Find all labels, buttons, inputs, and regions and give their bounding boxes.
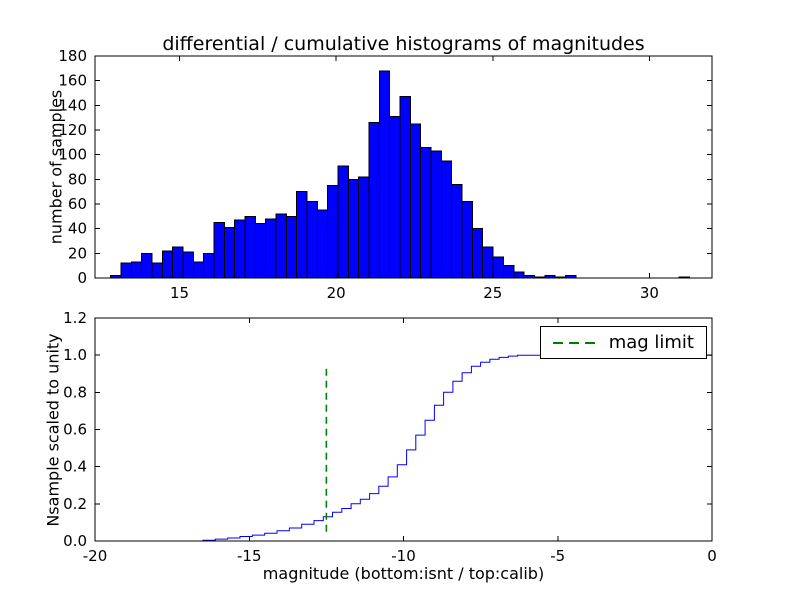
x-tick-label: -15 [237, 547, 262, 565]
histogram-bar [223, 226, 236, 279]
y-tick-label: 1.2 [63, 309, 87, 327]
histogram-bar [275, 213, 287, 279]
histogram-bar [306, 201, 318, 279]
histogram-bar [120, 262, 132, 279]
x-tick-label: 20 [327, 284, 346, 302]
y-tick-label: 180 [58, 47, 87, 65]
histogram-bar [254, 223, 267, 279]
x-tick-label: -20 [83, 547, 108, 565]
differential-histogram-axes: 15 20 25 30 0 20 40 60 80 100 120 140 160 180 [58, 47, 713, 302]
histogram-bar [182, 251, 194, 279]
histogram-bar [389, 115, 401, 279]
x-axis-label: magnitude (bottom:isnt / top:calib) [262, 564, 545, 583]
y-tick-label: 140 [58, 96, 87, 114]
y-tick-label: 80 [68, 170, 87, 188]
histogram-bar [368, 122, 380, 279]
histogram-bar [213, 222, 225, 279]
top-y-axis-label: number of samples [46, 89, 66, 245]
histogram-bar [513, 271, 525, 279]
histogram-bar [161, 250, 174, 279]
histogram-bar [420, 146, 432, 279]
histogram-bar [192, 261, 205, 279]
y-tick-label: 0.2 [63, 495, 87, 513]
x-tick-label: 30 [640, 284, 659, 302]
x-tick-label: 15 [170, 284, 189, 302]
histogram-bar [471, 228, 484, 279]
x-tick-label: 0 [707, 547, 717, 565]
bottom-y-axis-label: Nsample scaled to unity [43, 333, 63, 527]
y-tick-label: 160 [58, 72, 87, 90]
histogram-bar [244, 215, 256, 279]
histogram-bar [141, 252, 153, 279]
histogram-bar [378, 70, 391, 279]
y-tick-label: 120 [58, 121, 87, 139]
y-tick-label: 0 [77, 269, 87, 287]
histogram-bar [327, 185, 339, 279]
x-tick-label: -5 [550, 547, 565, 565]
y-tick-label: 0.0 [63, 532, 87, 550]
y-tick-label: 0.8 [63, 383, 87, 401]
legend: mag limit [539, 326, 707, 359]
histogram-bar [265, 218, 277, 279]
histogram-bar [502, 265, 515, 279]
histogram-bar [285, 215, 298, 279]
axes-frame [94, 55, 713, 279]
histogram-bar [451, 183, 463, 279]
y-tick-label: 20 [68, 244, 87, 262]
y-tick-label: 0.4 [63, 458, 87, 476]
legend-dashed-line-icon [552, 341, 597, 344]
x-tick-label: -10 [391, 547, 416, 565]
histogram-bar [172, 246, 184, 279]
cumulative-histogram-axes: -20 -15 -10 -5 0 0.0 0.2 0.4 0.6 0.8 1.0 1.2 [63, 309, 717, 565]
histogram-bar [347, 178, 360, 279]
cumulative-step-line [95, 354, 712, 542]
histogram-bar [234, 219, 246, 279]
histogram-bar [316, 209, 329, 279]
histogram-bar [203, 252, 215, 279]
histogram-bar [409, 123, 422, 279]
histogram-bar [461, 201, 473, 279]
histogram-bar [151, 262, 163, 279]
histogram-bar [399, 96, 411, 279]
histogram-bar [358, 176, 370, 279]
y-tick-label: 0.6 [63, 421, 87, 439]
histogram-bar [130, 261, 143, 279]
y-tick-label: 100 [58, 146, 87, 164]
histogram-bar [440, 160, 453, 279]
x-tick-label: 25 [483, 284, 502, 302]
histogram-bar [296, 191, 308, 279]
y-tick-label: 1.0 [63, 346, 87, 364]
legend-label: mag limit [608, 332, 694, 353]
histogram-bar [492, 256, 504, 279]
y-tick-label: 60 [68, 195, 87, 213]
chart-title: differential / cumulative histograms of … [162, 33, 645, 55]
histogram-bar [337, 165, 349, 279]
histogram-bar [482, 246, 494, 279]
y-tick-label: 40 [68, 220, 87, 238]
histogram-bar [430, 150, 442, 279]
